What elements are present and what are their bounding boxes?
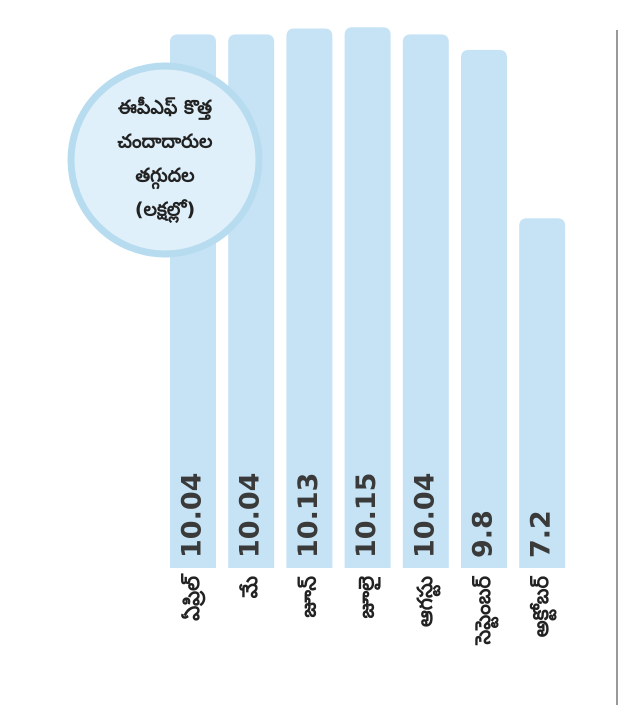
value-label: 10.13 xyxy=(293,473,324,558)
title-line: చందాదారుల xyxy=(118,131,213,153)
x-tick-label: జూన్ xyxy=(296,576,320,618)
bar xyxy=(286,28,333,569)
x-tick-label: అక్టోబర్ xyxy=(529,575,557,637)
bar xyxy=(344,27,391,569)
x-tick-label: సెప్టెంబర్ xyxy=(471,575,499,645)
title-badge xyxy=(67,62,263,258)
bars: 10.04 ఏప్రిల్ 10.04 మే 10.13 జూన్ 10.15 జూలై 10.… xyxy=(170,27,566,646)
bar xyxy=(402,34,449,568)
title: ఈపీఎఫ్ కొత్త చందాదారుల తగ్గుదల (లక్షల్లో) xyxy=(118,97,213,224)
x-tick-label: ఆగస్టు xyxy=(413,576,441,627)
x-tick-label: జూలై xyxy=(355,576,382,619)
title-line: ఈపీఎఫ్ కొత్త xyxy=(118,97,212,121)
value-label: 7.2 xyxy=(526,510,557,558)
x-tick-label: ఏప్రిల్ xyxy=(180,573,206,621)
value-label: 9.8 xyxy=(468,510,499,558)
value-label: 10.04 xyxy=(409,473,440,558)
value-label: 10.15 xyxy=(351,473,382,558)
value-label: 10.04 xyxy=(235,473,266,558)
x-tick-label: మే xyxy=(238,576,262,598)
value-label: 10.04 xyxy=(177,473,208,558)
bar xyxy=(519,218,566,569)
title-line: (లక్షల్లో) xyxy=(135,199,195,224)
title-line: తగ్గుదల xyxy=(135,165,195,190)
bar xyxy=(461,49,507,568)
